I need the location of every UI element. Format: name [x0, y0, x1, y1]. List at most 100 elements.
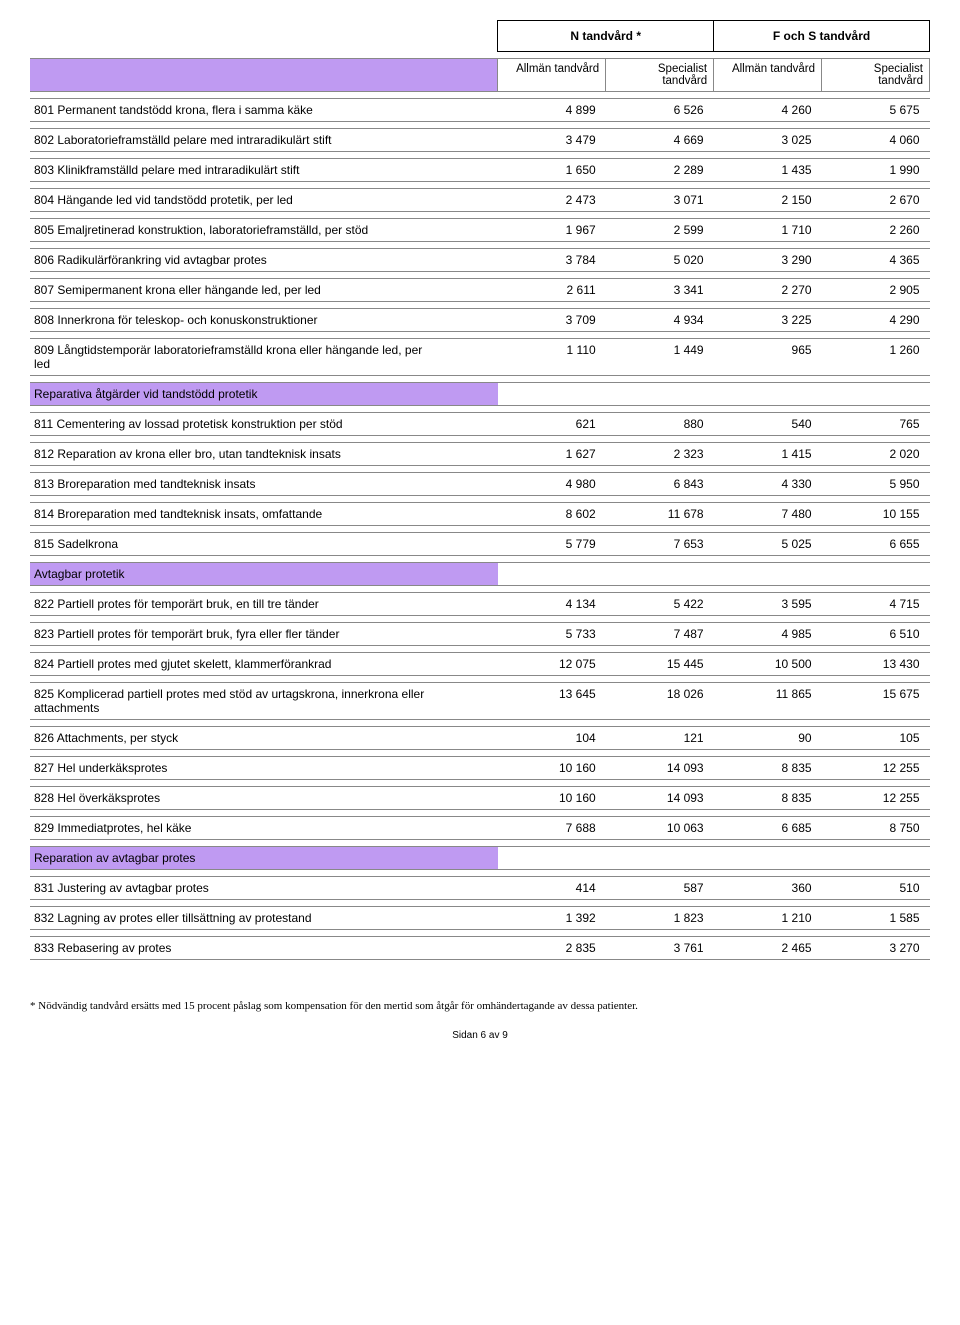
row-value: 4 290	[822, 309, 930, 332]
table-row: 802 Laboratorieframställd pelare med int…	[30, 129, 930, 152]
sub-header-3: Allmän tandvård	[714, 59, 822, 92]
row-value: 360	[714, 877, 822, 900]
row-description: 814 Broreparation med tandteknisk insats…	[30, 503, 498, 526]
sub-header-1: Allmän tandvård	[498, 59, 606, 92]
row-value: 1 435	[714, 159, 822, 182]
row-value: 4 365	[822, 249, 930, 272]
row-value: 1 110	[498, 339, 606, 376]
row-description: 801 Permanent tandstödd krona, flera i s…	[30, 99, 498, 122]
row-value: 7 487	[606, 623, 714, 646]
row-value: 2 905	[822, 279, 930, 302]
section-row: Reparation av avtagbar protes	[30, 847, 930, 870]
row-value: 3 071	[606, 189, 714, 212]
table-row: 801 Permanent tandstödd krona, flera i s…	[30, 99, 930, 122]
row-value: 510	[822, 877, 930, 900]
table-row: 824 Partiell protes med gjutet skelett, …	[30, 653, 930, 676]
table-row: 829 Immediatprotes, hel käke7 68810 0636…	[30, 817, 930, 840]
section-row: Reparativa åtgärder vid tandstödd protet…	[30, 383, 930, 406]
row-description: 822 Partiell protes för temporärt bruk, …	[30, 593, 498, 616]
row-value: 10 500	[714, 653, 822, 676]
table-row: 803 Klinikframställd pelare med intrarad…	[30, 159, 930, 182]
table-row: 804 Hängande led vid tandstödd protetik,…	[30, 189, 930, 212]
row-value: 15 675	[822, 683, 930, 720]
row-description: 826 Attachments, per styck	[30, 727, 498, 750]
row-value: 3 709	[498, 309, 606, 332]
row-value: 4 899	[498, 99, 606, 122]
row-value: 6 843	[606, 473, 714, 496]
row-value: 765	[822, 413, 930, 436]
row-value: 7 480	[714, 503, 822, 526]
row-value: 1 967	[498, 219, 606, 242]
row-value: 2 150	[714, 189, 822, 212]
row-value: 15 445	[606, 653, 714, 676]
row-value: 14 093	[606, 787, 714, 810]
table-row: 812 Reparation av krona eller bro, utan …	[30, 443, 930, 466]
table-row: 822 Partiell protes för temporärt bruk, …	[30, 593, 930, 616]
table-row: 807 Semipermanent krona eller hängande l…	[30, 279, 930, 302]
row-value: 5 422	[606, 593, 714, 616]
row-description: 824 Partiell protes med gjutet skelett, …	[30, 653, 498, 676]
row-value: 2 835	[498, 937, 606, 960]
section-label: Reparativa åtgärder vid tandstödd protet…	[30, 383, 498, 406]
row-description: 812 Reparation av krona eller bro, utan …	[30, 443, 498, 466]
row-description: 827 Hel underkäksprotes	[30, 757, 498, 780]
row-value: 4 669	[606, 129, 714, 152]
section-label: Avtagbar protetik	[30, 563, 498, 586]
table-row: 826 Attachments, per styck10412190105	[30, 727, 930, 750]
row-value: 10 155	[822, 503, 930, 526]
row-value: 12 255	[822, 787, 930, 810]
row-value: 3 225	[714, 309, 822, 332]
row-value: 8 602	[498, 503, 606, 526]
row-value: 3 290	[714, 249, 822, 272]
row-value: 3 784	[498, 249, 606, 272]
row-value: 4 134	[498, 593, 606, 616]
row-value: 12 075	[498, 653, 606, 676]
table-row: 806 Radikulärförankring vid avtagbar pro…	[30, 249, 930, 272]
row-value: 621	[498, 413, 606, 436]
row-description: 825 Komplicerad partiell protes med stöd…	[30, 683, 498, 720]
table-row: 825 Komplicerad partiell protes med stöd…	[30, 683, 930, 720]
row-description: 811 Cementering av lossad protetisk kons…	[30, 413, 498, 436]
table-row: 833 Rebasering av protes2 8353 7612 4653…	[30, 937, 930, 960]
row-value: 5 025	[714, 533, 822, 556]
row-value: 3 025	[714, 129, 822, 152]
table-row: 827 Hel underkäksprotes10 16014 0938 835…	[30, 757, 930, 780]
row-value: 14 093	[606, 757, 714, 780]
page-number: Sidan 6 av 9	[30, 1030, 930, 1041]
row-value: 8 835	[714, 787, 822, 810]
row-value: 2 020	[822, 443, 930, 466]
sub-header-row: Allmän tandvård Specialist tandvård Allm…	[30, 59, 930, 92]
row-value: 3 479	[498, 129, 606, 152]
row-value: 1 650	[498, 159, 606, 182]
row-value: 965	[714, 339, 822, 376]
table-row: 832 Lagning av protes eller tillsättning…	[30, 907, 930, 930]
row-value: 2 670	[822, 189, 930, 212]
price-table: N tandvård * F och S tandvård Allmän tan…	[30, 20, 930, 960]
row-value: 5 950	[822, 473, 930, 496]
row-value: 1 627	[498, 443, 606, 466]
row-description: 813 Broreparation med tandteknisk insats	[30, 473, 498, 496]
row-value: 4 934	[606, 309, 714, 332]
row-value: 10 063	[606, 817, 714, 840]
row-value: 880	[606, 413, 714, 436]
table-row: 809 Långtidstemporär laboratorieframstäl…	[30, 339, 930, 376]
row-description: 802 Laboratorieframställd pelare med int…	[30, 129, 498, 152]
row-value: 6 526	[606, 99, 714, 122]
row-value: 1 449	[606, 339, 714, 376]
row-value: 2 260	[822, 219, 930, 242]
row-value: 13 430	[822, 653, 930, 676]
row-description: 833 Rebasering av protes	[30, 937, 498, 960]
section-label: Reparation av avtagbar protes	[30, 847, 498, 870]
row-description: 803 Klinikframställd pelare med intrarad…	[30, 159, 498, 182]
footnote: * Nödvändig tandvård ersätts med 15 proc…	[30, 1000, 930, 1012]
row-value: 4 260	[714, 99, 822, 122]
row-value: 2 611	[498, 279, 606, 302]
row-value: 1 990	[822, 159, 930, 182]
row-value: 11 865	[714, 683, 822, 720]
table-row: 828 Hel överkäksprotes10 16014 0938 8351…	[30, 787, 930, 810]
table-row: 813 Broreparation med tandteknisk insats…	[30, 473, 930, 496]
row-value: 2 473	[498, 189, 606, 212]
table-row: 814 Broreparation med tandteknisk insats…	[30, 503, 930, 526]
row-value: 13 645	[498, 683, 606, 720]
row-value: 8 750	[822, 817, 930, 840]
